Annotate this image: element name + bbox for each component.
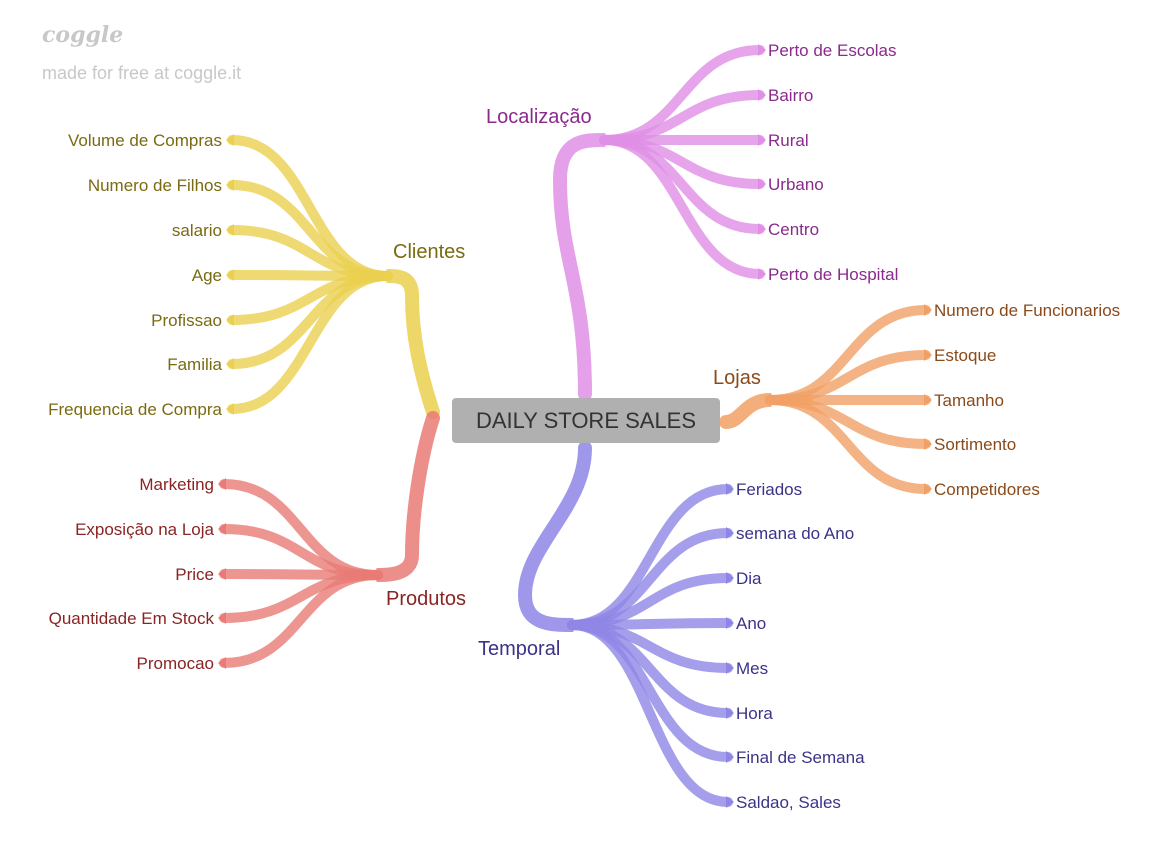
temporal-leaf-arrow (726, 527, 734, 539)
clientes-leaf-arrow (226, 314, 234, 326)
clientes-leaf-arrow (226, 179, 234, 191)
temporal-leaf-arrow (726, 617, 734, 629)
clientes-leaf-arrow (226, 269, 234, 281)
produtos-leaf-label[interactable]: Marketing (139, 475, 214, 494)
lojas-leaf-connector (765, 395, 931, 494)
clientes-leaf-label[interactable]: salario (172, 221, 222, 240)
produtos-leaf-arrow (218, 612, 226, 624)
clientes-leaf-label[interactable]: Profissao (151, 311, 222, 330)
produtos-leaf-label[interactable]: Promocao (137, 654, 214, 673)
lojas-leaf-label[interactable]: Competidores (934, 480, 1040, 499)
temporal-leaf-label[interactable]: Final de Semana (736, 748, 865, 767)
clientes-leaf-label[interactable]: Frequencia de Compra (48, 400, 222, 419)
lojas-leaf-label[interactable]: Estoque (934, 346, 996, 365)
coggle-watermark-text: made for free at coggle.it (42, 63, 242, 83)
coggle-logo: coggle (42, 22, 124, 48)
localizacao-leaf-label[interactable]: Centro (768, 220, 819, 239)
lojas-leaf-arrow (924, 483, 932, 495)
temporal-leaf-label[interactable]: semana do Ano (736, 524, 854, 543)
temporal-leaf-arrow (726, 796, 734, 808)
lojas-leaf-arrow (924, 349, 932, 361)
produtos-leaf-label[interactable]: Exposição na Loja (75, 520, 214, 539)
produtos-leaf-arrow (218, 523, 226, 535)
localizacao-leaf-connector (599, 135, 765, 279)
clientes-branch-label[interactable]: Clientes (393, 241, 465, 263)
lojas-leaf-arrow (924, 394, 932, 406)
temporal-leaf-arrow (726, 751, 734, 763)
temporal-leaf-label[interactable]: Hora (736, 704, 773, 723)
produtos-branch-label[interactable]: Produtos (386, 588, 466, 610)
central-node[interactable]: DAILY STORE SALES (452, 398, 720, 443)
localizacao-main-connector (552, 133, 611, 401)
localizacao-leaf-label[interactable]: Perto de Escolas (768, 41, 897, 60)
produtos-leaf-label[interactable]: Quantidade Em Stock (49, 609, 215, 628)
localizacao-leaf-label[interactable]: Urbano (768, 175, 824, 194)
temporal-leaf-arrow (726, 662, 734, 674)
localizacao-leaf-label[interactable]: Rural (768, 131, 809, 150)
temporal-main-connector (517, 441, 592, 632)
clientes-leaf-label[interactable]: Age (192, 266, 222, 285)
temporal-leaf-arrow (726, 572, 734, 584)
temporal-leaf-label[interactable]: Dia (736, 569, 762, 588)
temporal-leaf-label[interactable]: Ano (736, 614, 766, 633)
clientes-leaf-arrow (226, 403, 234, 415)
temporal-leaf-connector (567, 620, 733, 807)
produtos-leaf-arrow (218, 657, 226, 669)
localizacao-branch-label[interactable]: Localização (486, 106, 592, 128)
clientes-main-connector (381, 269, 440, 419)
lojas-branch-label[interactable]: Lojas (713, 367, 761, 389)
produtos-leaf-arrow (218, 478, 226, 490)
localizacao-leaf-label[interactable]: Bairro (768, 86, 813, 105)
localizacao-leaf-arrow (758, 44, 766, 56)
localizacao-leaf-arrow (758, 178, 766, 190)
lojas-leaf-arrow (924, 304, 932, 316)
localizacao-leaf-arrow (758, 268, 766, 280)
localizacao-leaf-arrow (758, 134, 766, 146)
lojas-main-connector (719, 393, 777, 429)
temporal-leaf-label[interactable]: Saldao, Sales (736, 793, 841, 812)
temporal-branch-label[interactable]: Temporal (478, 638, 560, 660)
lojas-leaf-arrow (924, 438, 932, 450)
produtos-leaf-label[interactable]: Price (175, 565, 214, 584)
temporal-leaf-arrow (726, 707, 734, 719)
produtos-leaf-connector (219, 570, 383, 668)
node-labels: Volume de Compras Numero de Filhos salario… (48, 41, 1120, 812)
temporal-leaf-label[interactable]: Mes (736, 659, 768, 678)
localizacao-leaf-arrow (758, 223, 766, 235)
branch-connectors (218, 44, 932, 808)
clientes-leaf-label[interactable]: Volume de Compras (68, 131, 222, 150)
clientes-leaf-arrow (226, 224, 234, 236)
localizacao-leaf-label[interactable]: Perto de Hospital (768, 265, 898, 284)
lojas-leaf-label[interactable]: Sortimento (934, 435, 1016, 454)
clientes-leaf-connector (227, 271, 393, 414)
lojas-leaf-label[interactable]: Numero de Funcionarios (934, 301, 1120, 320)
clientes-leaf-label[interactable]: Familia (167, 355, 222, 374)
clientes-leaf-arrow (226, 358, 234, 370)
clientes-leaf-arrow (226, 134, 234, 146)
lojas-leaf-label[interactable]: Tamanho (934, 391, 1004, 410)
temporal-leaf-arrow (726, 483, 734, 495)
clientes-leaf-label[interactable]: Numero de Filhos (88, 176, 222, 195)
produtos-main-connector (371, 411, 440, 582)
produtos-leaf-arrow (218, 568, 226, 580)
temporal-leaf-label[interactable]: Feriados (736, 480, 802, 499)
localizacao-leaf-arrow (758, 89, 766, 101)
